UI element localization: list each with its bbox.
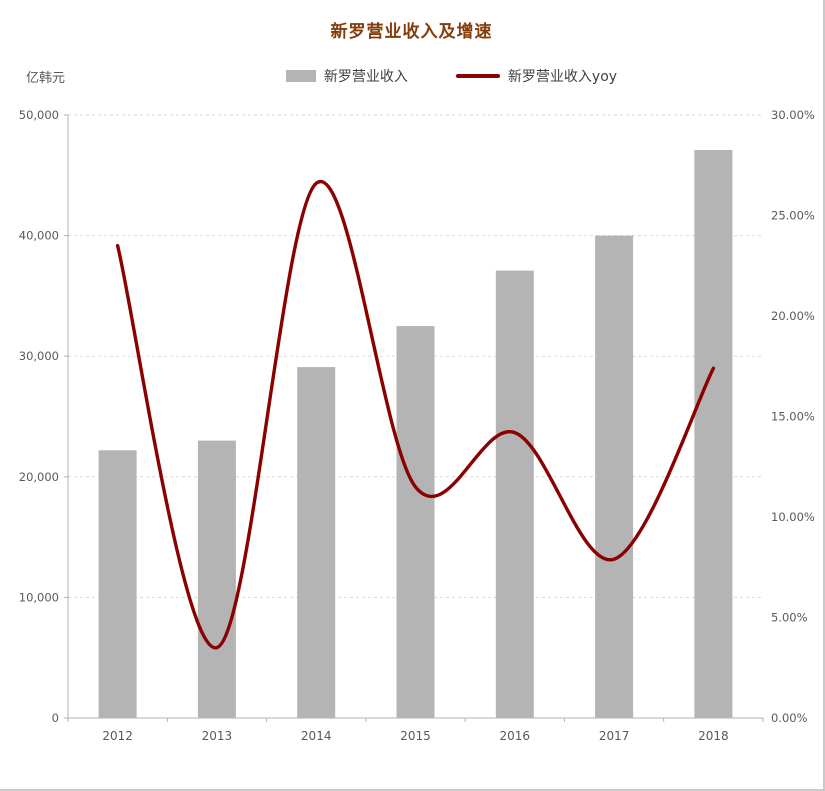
legend-label-yoy: 新罗营业收入yoy (507, 69, 618, 85)
bar-2014 (297, 367, 336, 718)
bar-2016 (495, 270, 534, 718)
left-axis-label: 20,000 (19, 470, 59, 484)
x-axis-label: 2015 (400, 729, 431, 743)
bar-2017 (595, 235, 634, 718)
bar-2015 (396, 326, 435, 718)
left-axis-label: 40,000 (19, 229, 59, 243)
legend: 新罗营业收入 新罗营业收入yoy (40, 66, 823, 86)
bar-2012 (98, 450, 137, 718)
legend-label-revenue: 新罗营业收入 (323, 69, 408, 85)
x-axis-label: 2018 (698, 729, 729, 743)
legend-item-revenue: 新罗营业收入 (285, 66, 408, 86)
x-axis-label: 2013 (202, 729, 233, 743)
right-axis-label: 0.00% (771, 711, 808, 725)
left-axis-unit-label: 亿韩元 (26, 71, 66, 86)
right-axis-label: 15.00% (771, 410, 815, 424)
right-axis-label: 10.00% (771, 510, 815, 524)
right-axis-label: 25.00% (771, 209, 815, 223)
left-axis-label: 50,000 (19, 108, 59, 122)
right-axis-label: 5.00% (771, 611, 808, 625)
legend-item-yoy: 新罗营业收入yoy (455, 66, 618, 86)
yoy-line (115, 179, 716, 650)
x-axis-label: 2016 (500, 729, 531, 743)
bar-2013 (197, 440, 236, 718)
left-axis-label: 30,000 (19, 349, 59, 363)
bar-series-swatch-icon (285, 70, 316, 82)
line-series-swatch-icon (455, 74, 500, 78)
x-axis-label: 2017 (599, 729, 630, 743)
left-axis-label: 10,000 (19, 590, 59, 604)
chart-title: 新罗营业收入及增速 (330, 22, 493, 42)
left-axis-label: 0 (52, 711, 59, 725)
x-axis-label: 2012 (102, 729, 133, 743)
x-axis-label: 2014 (301, 729, 332, 743)
bar-2018 (694, 150, 733, 718)
right-axis-label: 30.00% (771, 108, 815, 122)
right-axis-label: 20.00% (771, 309, 815, 323)
